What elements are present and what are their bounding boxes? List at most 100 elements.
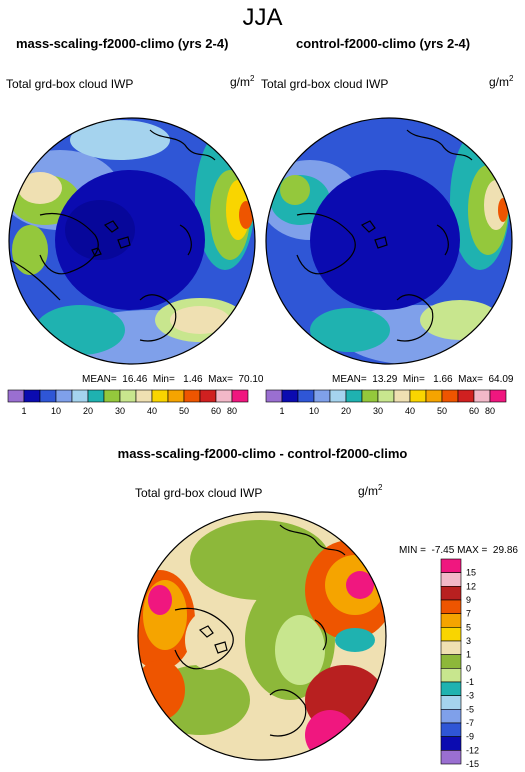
colorbar-swatch <box>39 389 57 403</box>
colorbar-swatch <box>440 722 462 737</box>
colorbar-swatch <box>440 599 462 614</box>
panel2-units: g/m2 <box>489 74 514 89</box>
map-panel1-coastlines <box>9 129 216 342</box>
colorbar-swatch <box>440 558 462 573</box>
colorbar-tick-label: 20 <box>83 406 93 416</box>
colorbar-swatch <box>440 640 462 655</box>
colorbar-tick-label: 20 <box>341 406 351 416</box>
colorbar-swatch <box>440 681 462 696</box>
map-panel1 <box>9 118 255 364</box>
colorbar-swatch <box>440 586 462 601</box>
colorbar-swatch <box>329 389 347 403</box>
colorbar-tick-label: 0 <box>466 663 471 673</box>
colorbar-tick-label: -3 <box>466 691 474 701</box>
colorbar-swatch <box>489 389 507 403</box>
map-difference-border <box>137 511 387 761</box>
colorbar-tick-label: -7 <box>466 718 474 728</box>
colorbar-swatch <box>440 627 462 642</box>
map-panel1-border <box>8 117 256 365</box>
colorbar-swatch <box>281 389 299 403</box>
colorbar-tick-label: 1 <box>279 406 284 416</box>
colorbar-tick-label: 1 <box>466 650 471 660</box>
colorbar-tick-label: 80 <box>485 406 495 416</box>
colorbar-tick-label: 30 <box>115 406 125 416</box>
colorbar-swatch <box>440 750 462 765</box>
panel2-field-label: Total grd-box cloud IWP <box>261 77 389 91</box>
colorbar-swatch <box>119 389 137 403</box>
colorbar-tick-label: 30 <box>373 406 383 416</box>
colorbar-swatch <box>199 389 217 403</box>
colorbar-tick-label: -12 <box>466 745 479 755</box>
colorbar-tick-label: 80 <box>227 406 237 416</box>
colorbar-tick-label: 40 <box>147 406 157 416</box>
colorbar-swatch <box>440 709 462 724</box>
colorbar-swatch <box>473 389 491 403</box>
colorbar-swatch <box>441 389 459 403</box>
colorbar-tick-label: 3 <box>466 636 471 646</box>
colorbar-tick-label: 10 <box>51 406 61 416</box>
colorbar-tick-label: -9 <box>466 732 474 742</box>
colorbar-swatch <box>409 389 427 403</box>
colorbar-swatch <box>167 389 185 403</box>
colorbar-swatch <box>87 389 105 403</box>
colorbar-swatch <box>393 389 411 403</box>
diff-title: mass-scaling-f2000-climo - control-f2000… <box>117 446 408 461</box>
colorbar-swatch <box>377 389 395 403</box>
colorbar-tick-label: 60 <box>469 406 479 416</box>
panel2-stats: MEAN= 13.29 Min= 1.66 Max= 64.09 <box>332 374 514 385</box>
colorbar-swatch <box>183 389 201 403</box>
colorbar-swatch <box>55 389 73 403</box>
panel1-units: g/m2 <box>230 74 255 89</box>
season-title: JJA <box>242 4 283 31</box>
colorbar-swatch <box>457 389 475 403</box>
colorbar-swatch <box>71 389 89 403</box>
colorbar-panel2: 1 10 20 30 40 50 60 80 <box>265 389 507 416</box>
colorbar-tick-label: 40 <box>405 406 415 416</box>
diff-stats: MIN = -7.45 MAX = 29.86 <box>399 545 518 556</box>
colorbar-swatch <box>440 613 462 628</box>
colorbar-swatch <box>215 389 233 403</box>
colorbar-swatch <box>231 389 249 403</box>
map-difference-coastlines <box>174 524 346 737</box>
map-panel2-border <box>265 117 513 365</box>
colorbar-swatch <box>440 572 462 587</box>
colorbar-tick-label: 15 <box>466 568 476 578</box>
colorbar-swatch <box>440 654 462 669</box>
colorbar-swatch <box>440 668 462 683</box>
colorbar-swatch <box>265 389 283 403</box>
colorbar-tick-label: -15 <box>466 759 479 769</box>
colorbar-tick-label: 9 <box>466 595 471 605</box>
colorbar-tick-label: 10 <box>309 406 319 416</box>
colorbar-swatch <box>23 389 41 403</box>
diff-units: g/m2 <box>358 483 383 498</box>
colorbar-tick-label: 7 <box>466 609 471 619</box>
colorbar-difference: 15 12 9 7 5 3 1 0 -1 -3 -5 -7 -9 -12 -15 <box>440 558 479 769</box>
colorbar-swatch <box>345 389 363 403</box>
panel1-stats: MEAN= 16.46 Min= 1.46 Max= 70.10 <box>82 374 264 385</box>
colorbar-swatch <box>440 736 462 751</box>
map-panel2-coastlines <box>296 129 473 342</box>
colorbar-tick-label: 5 <box>466 622 471 632</box>
diff-field-label: Total grd-box cloud IWP <box>135 486 263 500</box>
colorbar-tick-label: 50 <box>437 406 447 416</box>
colorbar-tick-label: 60 <box>211 406 221 416</box>
colorbar-swatch <box>135 389 153 403</box>
map-difference <box>138 512 386 760</box>
colorbar-swatch <box>313 389 331 403</box>
colorbar-swatch <box>361 389 379 403</box>
colorbar-panel1: 1 10 20 30 40 50 60 80 <box>7 389 249 416</box>
colorbar-swatch <box>425 389 443 403</box>
colorbar-tick-label: 50 <box>179 406 189 416</box>
map-panel2 <box>266 118 512 364</box>
colorbar-swatch <box>151 389 169 403</box>
colorbar-swatch <box>440 695 462 710</box>
colorbar-swatch <box>297 389 315 403</box>
panel1-title: mass-scaling-f2000-climo (yrs 2-4) <box>16 36 229 51</box>
panel2-title: control-f2000-climo (yrs 2-4) <box>296 36 471 51</box>
colorbar-swatch <box>103 389 121 403</box>
colorbar-tick-label: 12 <box>466 581 476 591</box>
colorbar-tick-label: 1 <box>21 406 26 416</box>
colorbar-tick-label: -1 <box>466 677 474 687</box>
colorbar-swatch <box>7 389 25 403</box>
